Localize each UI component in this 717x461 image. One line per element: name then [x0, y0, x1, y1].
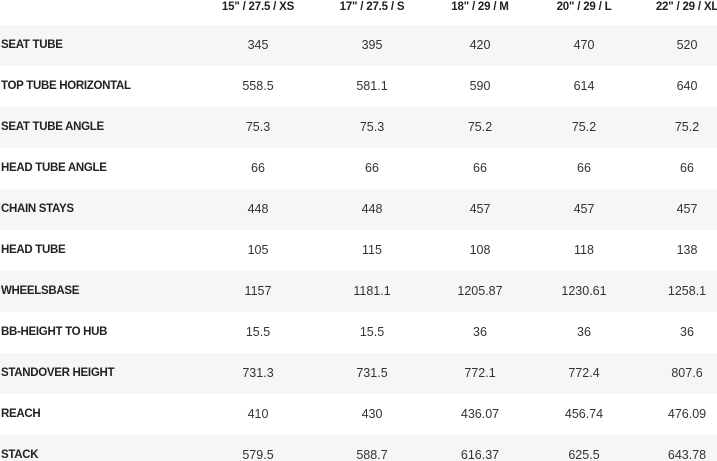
- cell-value: 457: [573, 202, 595, 216]
- row-label: CHAIN STAYS: [1, 203, 74, 215]
- cell-value: 410: [247, 407, 269, 421]
- cell-value: 36: [473, 325, 487, 339]
- cell-value: 420: [469, 38, 491, 52]
- column-header: 22" / 29 / XL: [655, 1, 717, 13]
- cell-value: 436.07: [460, 407, 500, 421]
- cell-value: 457: [676, 202, 698, 216]
- table-row: HEAD TUBE 105 115 108 118 138: [0, 230, 717, 271]
- cell-value: 1157: [244, 284, 272, 298]
- cell-value: 75.2: [571, 120, 597, 134]
- cell-value: 115: [362, 243, 382, 257]
- cell-value: 772.1: [464, 366, 496, 380]
- cell-value: 75.3: [245, 120, 271, 134]
- column-header: 17" / 27.5 / S: [339, 1, 405, 13]
- cell-value: 558.5: [242, 79, 274, 93]
- table-row: TOP TUBE HORIZONTAL 558.5 581.1 590 614 640: [0, 66, 717, 107]
- cell-value: 66: [473, 161, 487, 175]
- cell-value: 430: [361, 407, 383, 421]
- table-row: WHEELSBASE 1157 1181.1 1205.87 1230.61 1258.1: [0, 271, 717, 312]
- row-label: SEAT TUBE ANGLE: [1, 121, 104, 133]
- table-row: BB-HEIGHT TO HUB 15.5 15.5 36 36 36: [0, 312, 717, 353]
- row-label: SEAT TUBE: [1, 39, 63, 51]
- row-label: HEAD TUBE: [1, 244, 66, 256]
- table-row: REACH 410 430 436.07 456.74 476.09: [0, 394, 717, 435]
- cell-value: 118: [574, 243, 594, 257]
- cell-value: 470: [573, 38, 595, 52]
- cell-value: 625.5: [568, 448, 600, 461]
- cell-value: 15.5: [245, 325, 271, 339]
- cell-value: 1205.87: [457, 284, 503, 298]
- cell-value: 1181.1: [353, 284, 391, 298]
- cell-value: 75.2: [467, 120, 493, 134]
- table-row: HEAD TUBE ANGLE 66 66 66 66 66: [0, 148, 717, 189]
- cell-value: 138: [676, 243, 698, 257]
- cell-value: 616.37: [460, 448, 500, 461]
- cell-value: 588.7: [356, 448, 388, 461]
- row-label: BB-HEIGHT TO HUB: [1, 326, 108, 338]
- cell-value: 476.09: [667, 407, 707, 421]
- cell-value: 581.1: [356, 79, 388, 93]
- cell-value: 105: [247, 243, 269, 257]
- table-row: STANDOVER HEIGHT 731.3 731.5 772.1 772.4 807.…: [0, 353, 717, 394]
- cell-value: 731.5: [356, 366, 388, 380]
- cell-value: 395: [361, 38, 383, 52]
- cell-value: 66: [251, 161, 265, 175]
- row-label: REACH: [1, 408, 41, 420]
- cell-value: 1230.61: [561, 284, 607, 298]
- cell-value: 614: [573, 79, 595, 93]
- column-header: 15" / 27.5 / XS: [221, 1, 295, 13]
- cell-value: 36: [680, 325, 694, 339]
- cell-value: 772.4: [568, 366, 600, 380]
- cell-value: 731.3: [242, 366, 274, 380]
- column-header: 18" / 29 / M: [451, 1, 509, 13]
- cell-value: 457: [469, 202, 491, 216]
- cell-value: 75.3: [359, 120, 385, 134]
- cell-value: 456.74: [564, 407, 604, 421]
- cell-value: 75.2: [674, 120, 700, 134]
- cell-value: 448: [247, 202, 269, 216]
- cell-value: 590: [469, 79, 491, 93]
- row-label: WHEELSBASE: [1, 285, 80, 297]
- table-row: SEAT TUBE ANGLE 75.3 75.3 75.2 75.2 75.2: [0, 107, 717, 148]
- cell-value: 579.5: [242, 448, 274, 461]
- cell-value: 36: [577, 325, 591, 339]
- column-header: 20" / 29 / L: [556, 1, 612, 13]
- table-row: CHAIN STAYS 448 448 457 457 457: [0, 189, 717, 230]
- cell-value: 66: [680, 161, 694, 175]
- cell-value: 66: [577, 161, 591, 175]
- cell-value: 640: [676, 79, 698, 93]
- cell-value: 345: [247, 38, 269, 52]
- cell-value: 448: [361, 202, 383, 216]
- row-label: HEAD TUBE ANGLE: [1, 162, 107, 174]
- table-row: SEAT TUBE 345 395 420 470 520: [0, 25, 717, 66]
- cell-value: 807.6: [671, 366, 703, 380]
- row-label: TOP TUBE HORIZONTAL: [1, 80, 131, 92]
- row-label: STACK: [1, 449, 39, 461]
- cell-value: 520: [676, 38, 698, 52]
- cell-value: 643.78: [667, 448, 707, 461]
- cell-value: 108: [469, 243, 491, 257]
- cell-value: 15.5: [359, 325, 385, 339]
- cell-value: 1258.1: [667, 284, 707, 298]
- row-label: STANDOVER HEIGHT: [1, 367, 115, 379]
- table-row: STACK 579.5 588.7 616.37 625.5 643.78: [0, 435, 717, 461]
- cell-value: 66: [365, 161, 379, 175]
